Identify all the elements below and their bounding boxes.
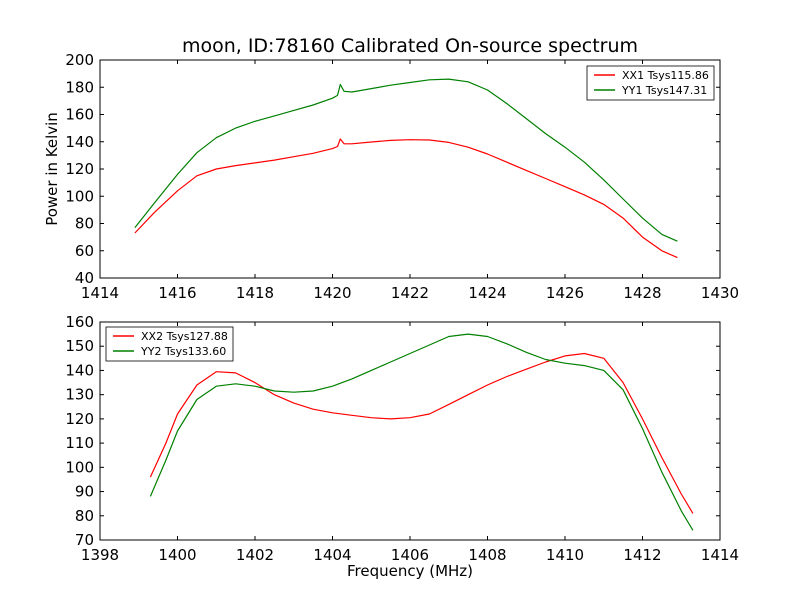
x-tick-label: 1414 — [701, 546, 739, 564]
y-tick-label: 140 — [65, 133, 94, 151]
y-tick-label: 80 — [75, 215, 94, 233]
legend-box — [586, 65, 715, 101]
y-tick-label: 110 — [65, 434, 94, 452]
x-tick-label: 1430 — [701, 284, 739, 302]
x-axis-label: Frequency (MHz) — [347, 562, 473, 580]
x-tick-label: 1408 — [468, 546, 506, 564]
legend-box — [105, 326, 234, 362]
legend-label: YY2 Tsys133.60 — [140, 345, 226, 358]
y-tick-label: 180 — [65, 78, 94, 96]
legend-label: YY1 Tsys147.31 — [621, 84, 707, 97]
y-tick-label: 200 — [65, 51, 94, 69]
y-tick-label: 160 — [65, 313, 94, 331]
plot-1: 1414 1416 1418 1420 1422 1424 1426 1428 1430 40 60… — [65, 51, 739, 302]
x-tick-label: 1424 — [468, 284, 506, 302]
y-axis-label: Power in Kelvin — [43, 112, 61, 226]
x-tick-label: 1428 — [623, 284, 661, 302]
y-tick-label: 40 — [75, 269, 94, 287]
y-tick-label: 150 — [65, 337, 94, 355]
legend-label: XX2 Tsys127.88 — [141, 330, 228, 343]
y-tick-label: 100 — [65, 458, 94, 476]
x-tick-label: 1414 — [81, 284, 119, 302]
y-tick-label: 90 — [75, 483, 94, 501]
y-tick-label: 70 — [75, 531, 94, 549]
x-tick-label: 1404 — [313, 546, 351, 564]
x-tick-label: 1406 — [391, 546, 429, 564]
legend-label: XX1 Tsys115.86 — [622, 69, 709, 82]
plots-group: 1414 1416 1418 1420 1422 1424 1426 1428 1430 40 60… — [65, 51, 739, 564]
y-tick-label: 140 — [65, 361, 94, 379]
y-tick-label: 120 — [65, 410, 94, 428]
x-tick-label: 1416 — [158, 284, 196, 302]
series-line-2-1 — [149, 352, 694, 514]
legend: XX1 Tsys115.86 YY1 Tsys147.31 — [586, 65, 715, 101]
y-tick-label: 160 — [65, 106, 94, 124]
y-tick-label: 120 — [65, 160, 94, 178]
x-tick-label: 1422 — [391, 284, 429, 302]
plot-2: 1398 1400 1402 1404 1406 1408 1410 1412 1414 70 80… — [65, 313, 739, 564]
x-tick-label: 1418 — [236, 284, 274, 302]
x-tick-label: 1420 — [313, 284, 351, 302]
series-line-1-2 — [134, 78, 678, 242]
x-tick-label: 1398 — [81, 546, 119, 564]
y-tick-label: 60 — [75, 242, 94, 260]
y-tick-label: 100 — [65, 187, 94, 205]
y-tick-label: 80 — [75, 507, 94, 525]
x-tick-label: 1426 — [546, 284, 584, 302]
series-line-2-2 — [149, 333, 694, 531]
figure-title: moon, ID:78160 Calibrated On-source spec… — [182, 35, 638, 57]
x-tick-label: 1402 — [236, 546, 274, 564]
x-tick-label: 1400 — [158, 546, 196, 564]
x-tick-label: 1410 — [546, 546, 584, 564]
legend: XX2 Tsys127.88 YY2 Tsys133.60 — [105, 326, 234, 362]
y-tick-label: 130 — [65, 386, 94, 404]
series-line-1-1 — [134, 138, 678, 259]
x-tick-label: 1412 — [623, 546, 661, 564]
